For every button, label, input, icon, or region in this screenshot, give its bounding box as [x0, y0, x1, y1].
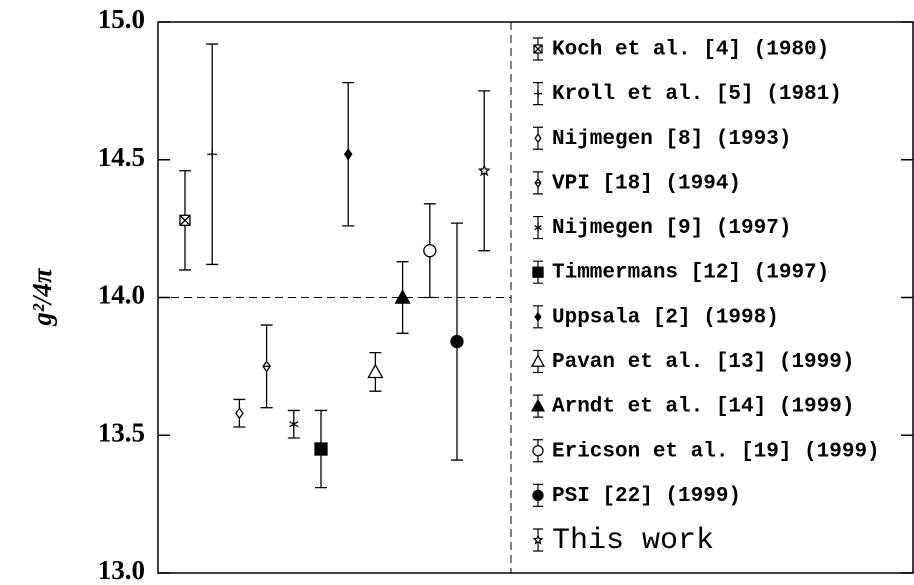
marker [532, 445, 544, 457]
marker [534, 133, 542, 144]
marker [394, 289, 411, 304]
y-tick-label: 13.0 [98, 555, 145, 585]
marker [534, 223, 542, 232]
marker [207, 149, 218, 160]
marker [235, 407, 244, 420]
marker [314, 442, 328, 456]
marker [534, 311, 542, 322]
legend-label: Arndt et al. [14] (1999) [552, 396, 854, 419]
y-tick-label: 14.0 [98, 280, 145, 310]
marker [533, 44, 543, 54]
marker [289, 419, 299, 430]
y-tick-label: 14.5 [98, 142, 145, 172]
legend-label: Koch et al. [4] (1980) [552, 39, 829, 62]
legend-label: Ericson et al. [19] (1999) [552, 440, 880, 463]
marker [423, 244, 437, 258]
legend-label: Nijmegen [9] (1997) [552, 217, 791, 240]
legend-label: Pavan et al. [13] (1999) [552, 351, 854, 374]
legend-label: Nijmegen [8] (1993) [552, 128, 791, 151]
marker [450, 334, 464, 349]
marker [534, 89, 542, 98]
marker [530, 354, 546, 367]
marker [343, 148, 353, 161]
legend-label: Kroll et al. [5] (1981) [552, 83, 842, 106]
marker [532, 534, 544, 545]
legend-label: This work [552, 524, 714, 558]
y-axis-label: g²/4π [27, 267, 57, 327]
marker [477, 164, 491, 177]
legend-label: Uppsala [2] (1998) [552, 306, 779, 329]
y-tick-label: 13.5 [98, 417, 145, 447]
marker [532, 266, 544, 278]
legend-label: VPI [18] (1994) [552, 172, 741, 195]
marker [179, 214, 191, 226]
legend-label: PSI [22] (1999) [552, 485, 741, 508]
marker [532, 489, 544, 502]
marker [367, 363, 384, 379]
marker [530, 398, 546, 412]
y-tick-label: 15.0 [98, 4, 145, 34]
legend-label: Timmermans [12] (1997) [552, 262, 829, 285]
